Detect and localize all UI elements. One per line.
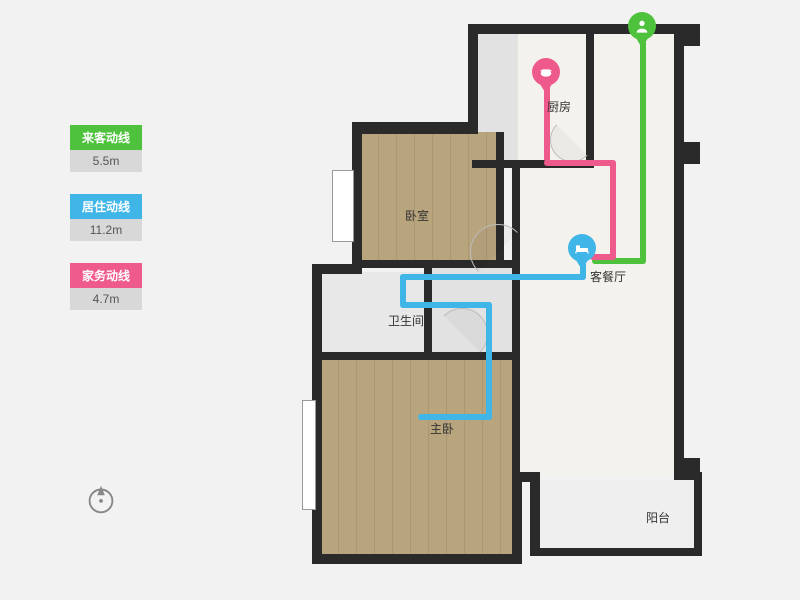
wall — [694, 472, 702, 556]
compass-icon — [82, 480, 120, 518]
wall — [684, 458, 700, 480]
wall — [352, 122, 478, 134]
legend-item-guest: 来客动线 5.5m — [70, 125, 142, 172]
wall — [530, 548, 702, 556]
wall — [360, 260, 520, 268]
legend-item-housework: 家务动线 4.7m — [70, 263, 142, 310]
window — [332, 170, 354, 242]
legend-title: 居住动线 — [70, 194, 142, 219]
wall — [684, 142, 700, 164]
wall — [674, 24, 684, 480]
pin-living — [568, 234, 596, 270]
wall — [468, 24, 478, 124]
label-kitchen: 厨房 — [547, 98, 571, 115]
wall — [684, 24, 700, 46]
wall — [312, 554, 522, 564]
legend-value: 4.7m — [70, 288, 142, 310]
wall — [512, 168, 520, 480]
floor-balcony — [538, 480, 698, 552]
window — [302, 400, 316, 510]
legend-title: 家务动线 — [70, 263, 142, 288]
wall — [512, 472, 522, 564]
label-master: 主卧 — [430, 420, 454, 437]
wall — [530, 472, 540, 556]
wall — [586, 34, 594, 164]
label-bathroom: 卫生间 — [388, 312, 424, 329]
label-bedroom: 卧室 — [405, 207, 429, 224]
pin-guest — [628, 12, 656, 48]
label-balcony: 阳台 — [646, 509, 670, 526]
wall — [424, 268, 432, 358]
pin-housework — [532, 58, 560, 94]
legend-title: 来客动线 — [70, 125, 142, 150]
legend-value: 5.5m — [70, 150, 142, 172]
legend-value: 11.2m — [70, 219, 142, 241]
floorplan: 厨房 卧室 卫生间 客餐厅 主卧 阳台 — [290, 12, 770, 590]
legend: 来客动线 5.5m 居住动线 11.2m 家务动线 4.7m — [70, 125, 142, 332]
legend-item-living: 居住动线 11.2m — [70, 194, 142, 241]
label-living: 客餐厅 — [590, 268, 626, 285]
